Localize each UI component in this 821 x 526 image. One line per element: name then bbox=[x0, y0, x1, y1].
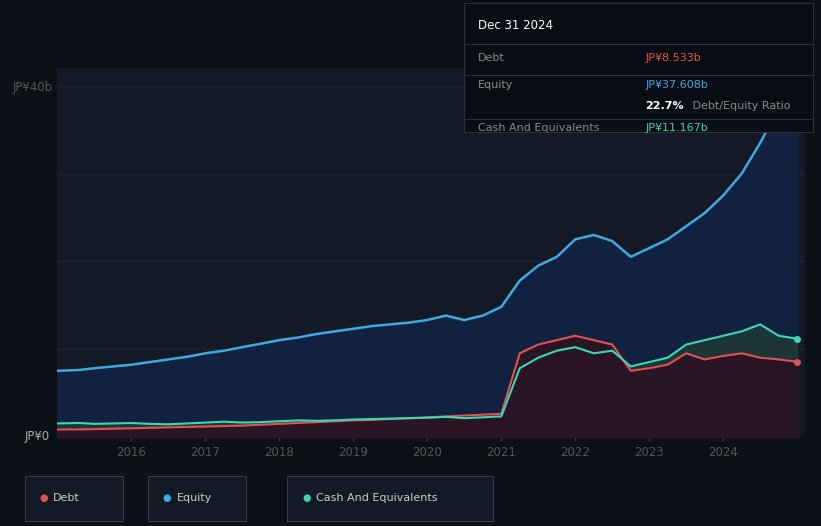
Text: ●: ● bbox=[39, 493, 48, 503]
Text: JP¥0: JP¥0 bbox=[25, 430, 50, 443]
Text: JP¥37.608b: JP¥37.608b bbox=[645, 80, 709, 90]
Text: Equity: Equity bbox=[478, 80, 513, 90]
Text: Debt: Debt bbox=[478, 53, 505, 63]
Text: JP¥11.167b: JP¥11.167b bbox=[645, 123, 708, 133]
Text: JP¥8.533b: JP¥8.533b bbox=[645, 53, 701, 63]
Text: Dec 31 2024: Dec 31 2024 bbox=[478, 19, 553, 32]
Text: ●: ● bbox=[163, 493, 171, 503]
Text: ●: ● bbox=[302, 493, 310, 503]
Text: Cash And Equivalents: Cash And Equivalents bbox=[316, 493, 438, 503]
Text: Cash And Equivalents: Cash And Equivalents bbox=[478, 123, 599, 133]
Text: 22.7%: 22.7% bbox=[645, 100, 684, 111]
Text: Debt: Debt bbox=[53, 493, 80, 503]
Text: Equity: Equity bbox=[177, 493, 212, 503]
Text: Debt/Equity Ratio: Debt/Equity Ratio bbox=[689, 100, 791, 111]
